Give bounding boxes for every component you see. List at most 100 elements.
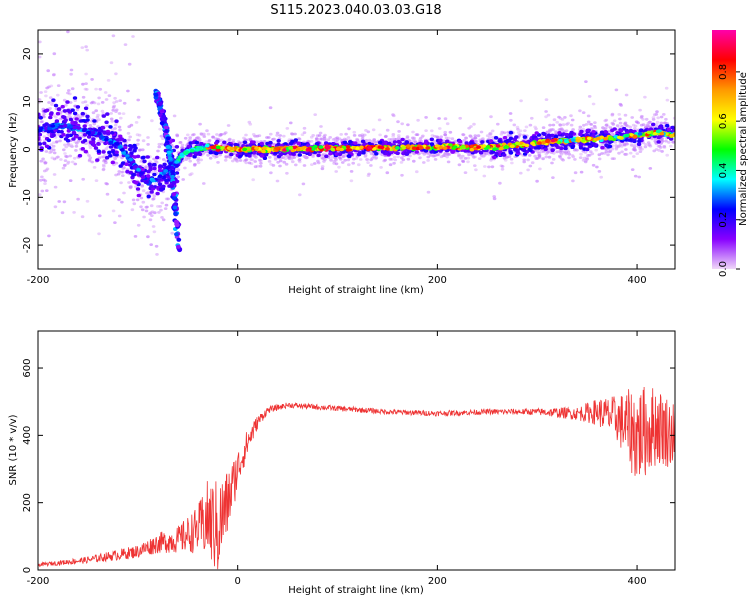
heatmap-cell [198,122,202,126]
heatmap-cell [624,93,629,97]
heatmap-cell [377,151,382,155]
heatmap-cell [393,158,398,162]
heatmap-cell [559,149,564,153]
heatmap-cell [259,161,263,165]
heatmap-cell [599,175,603,179]
heatmap-cell [174,223,180,227]
heatmap-cell [553,134,559,139]
heatmap-cell [66,91,70,95]
heatmap-cell [133,146,138,150]
heatmap-cell [60,104,65,109]
heatmap-cell [459,156,463,160]
heatmap-cell [313,162,317,165]
heatmap-cell [569,123,574,127]
heatmap-cell [38,55,42,59]
heatmap-cell [617,145,621,148]
heatmap-cell [541,131,546,136]
heatmap-cell [334,170,339,173]
heatmap-cell [158,101,163,106]
heatmap-cell [482,154,486,157]
heatmap-cell [53,185,58,189]
heatmap-cell [468,134,473,138]
heatmap-cell [90,78,94,81]
heatmap-cell [370,139,374,143]
heatmap-cell [154,244,159,248]
heatmap-cell [571,179,575,183]
heatmap-cell [160,201,164,205]
heatmap-cell [211,135,215,139]
heatmap-cell [347,127,351,131]
heatmap-cell [500,165,505,168]
heatmap-cell [392,114,396,118]
heatmap-cell [342,140,348,145]
heatmap-cell [490,129,495,133]
heatmap-cell [501,153,507,157]
heatmap-cell [406,157,411,161]
heatmap-cell [161,218,166,222]
heatmap-cell [371,128,376,132]
heatmap-cell [530,116,534,120]
heatmap-cell [268,106,273,110]
chart-title: S115.2023.040.03.03.G18 [270,3,441,18]
heatmap-cell [95,158,100,162]
heatmap-cell [100,101,105,104]
heatmap-cell [108,125,113,129]
heatmap-cell [206,132,211,136]
heatmap-cell [285,171,289,175]
heatmap-cell [111,209,116,213]
heatmap-cell [360,139,366,144]
heatmap-cell [149,190,154,194]
heatmap-cell [611,132,615,136]
heatmap-cell [220,146,225,150]
heatmap-cell [502,135,508,140]
heatmap-cell [457,163,462,167]
heatmap-cell [618,117,622,121]
heatmap-cell [169,184,175,189]
heatmap-cell [463,171,468,175]
heatmap-cell [121,170,125,174]
heatmap-cell [85,199,90,203]
heatmap-cell [597,157,602,161]
heatmap-cell [662,145,667,148]
heatmap-cell [176,168,181,172]
heatmap-cell [643,95,647,99]
heatmap-cell [547,155,552,159]
heatmap-cell [84,72,88,76]
heatmap-cell [534,127,538,131]
heatmap-cell [131,198,136,202]
heatmap-cell [572,148,577,152]
heatmap-cell [591,130,596,134]
heatmap-cell [583,160,588,164]
heatmap-cell [91,137,96,141]
heatmap-cell [318,131,323,135]
heatmap-cell [397,136,401,140]
heatmap-cell [437,117,441,120]
heatmap-cell [363,133,367,137]
heatmap-cell [144,209,149,213]
heatmap-cell [67,89,71,92]
heatmap-cell [44,108,50,113]
heatmap-cell [492,195,497,198]
heatmap-cell [166,150,172,155]
heatmap-cell [152,166,157,171]
heatmap-cell [44,168,49,172]
heatmap-cell [564,152,568,156]
heatmap-cell [351,161,356,165]
heatmap-cell [341,161,345,164]
heatmap-cell [581,111,586,114]
heatmap-cell [397,130,401,133]
heatmap-cell [81,95,86,99]
heatmap-cell [38,132,43,137]
heatmap-cell [152,194,157,198]
heatmap-cell [152,230,157,234]
heatmap-cell [554,130,558,133]
heatmap-cell [617,151,621,155]
heatmap-cell [349,179,354,183]
heatmap-cell [489,115,493,119]
heatmap-cell [353,141,358,145]
heatmap-cell [426,159,430,162]
heatmap-cell [38,116,43,120]
heatmap-cell [294,163,298,167]
heatmap-cell [522,158,526,162]
heatmap-cell [283,157,288,161]
